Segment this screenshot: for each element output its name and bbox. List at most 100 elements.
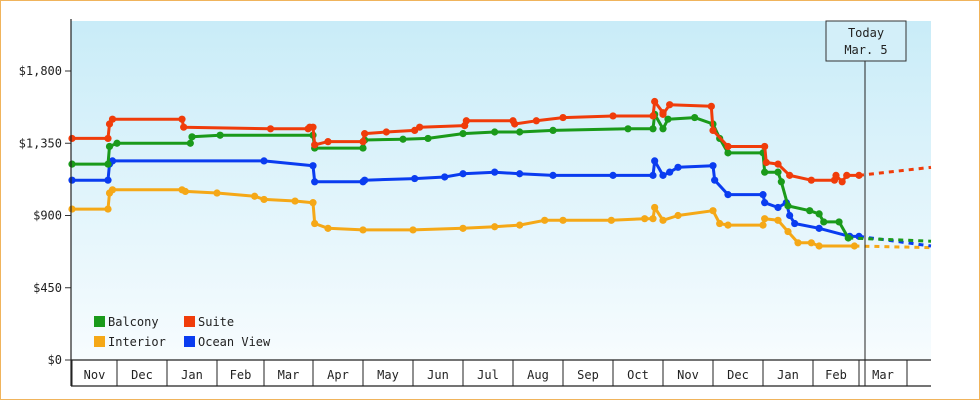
data-point-interior bbox=[709, 207, 717, 215]
x-tick-label: Jan bbox=[181, 368, 203, 382]
data-point-interior bbox=[213, 189, 221, 197]
legend-label-interior: Interior bbox=[108, 335, 166, 349]
legend-swatch-suite bbox=[184, 316, 195, 327]
data-point-suite bbox=[651, 97, 659, 106]
data-point-interior bbox=[68, 205, 76, 213]
data-point-balcony bbox=[624, 125, 632, 133]
data-point-suite bbox=[462, 117, 470, 125]
data-point-ocean-view bbox=[666, 168, 674, 176]
data-point-suite bbox=[180, 123, 188, 131]
data-point-interior bbox=[659, 216, 667, 224]
data-point-ocean-view bbox=[724, 191, 732, 199]
data-point-balcony bbox=[761, 168, 769, 176]
data-point-interior bbox=[181, 187, 189, 196]
data-point-suite bbox=[659, 110, 667, 118]
projection-balcony bbox=[848, 236, 932, 243]
data-point-suite bbox=[774, 160, 782, 168]
data-point-interior bbox=[104, 205, 112, 213]
data-point-suite bbox=[68, 134, 76, 143]
data-point-interior bbox=[108, 186, 117, 194]
data-point-balcony bbox=[664, 115, 672, 123]
data-point-interior bbox=[649, 215, 657, 223]
data-point-suite bbox=[359, 138, 367, 146]
legend-item-balcony: Balcony bbox=[94, 315, 159, 329]
data-point-interior bbox=[459, 224, 467, 232]
data-point-balcony bbox=[649, 125, 657, 133]
data-point-interior bbox=[716, 219, 724, 228]
data-point-ocean-view bbox=[786, 211, 794, 220]
data-point-suite bbox=[309, 123, 317, 131]
data-point-interior bbox=[541, 216, 549, 224]
x-tick-label: Nov bbox=[84, 368, 106, 382]
data-point-interior bbox=[674, 211, 682, 220]
data-point-ocean-view bbox=[361, 176, 369, 184]
data-point-suite bbox=[108, 115, 117, 123]
data-point-balcony bbox=[186, 139, 194, 147]
data-point-interior bbox=[559, 216, 567, 224]
legend-label-ocean-view: Ocean View bbox=[198, 335, 271, 349]
data-point-ocean-view bbox=[674, 163, 682, 171]
data-point-balcony bbox=[399, 135, 407, 143]
y-tick-label: $1,800 bbox=[19, 64, 62, 78]
data-point-suite bbox=[843, 171, 851, 179]
data-point-balcony bbox=[104, 160, 112, 168]
data-point-balcony bbox=[516, 128, 524, 136]
data-point-interior bbox=[516, 221, 524, 229]
data-point-suite bbox=[724, 142, 732, 151]
legend-item-interior: Interior bbox=[94, 335, 166, 349]
data-point-interior bbox=[815, 242, 823, 250]
legend-item-ocean-view: Ocean View bbox=[184, 335, 271, 349]
legend-item-suite: Suite bbox=[184, 315, 234, 329]
x-tick-label: Mar bbox=[278, 368, 300, 382]
data-point-ocean-view bbox=[709, 162, 717, 170]
series-interior bbox=[68, 186, 932, 250]
data-point-ocean-view bbox=[260, 157, 268, 165]
y-tick-label: $1,350 bbox=[19, 136, 62, 150]
data-point-interior bbox=[409, 226, 417, 234]
data-point-ocean-view bbox=[649, 171, 657, 179]
data-point-ocean-view bbox=[651, 157, 659, 165]
data-point-balcony bbox=[784, 202, 792, 210]
data-point-balcony bbox=[777, 178, 785, 186]
data-point-suite bbox=[416, 123, 424, 131]
today-box bbox=[825, 20, 907, 62]
data-point-balcony bbox=[806, 207, 814, 215]
data-point-interior bbox=[251, 192, 259, 200]
series-line-balcony bbox=[72, 112, 850, 239]
data-point-ocean-view bbox=[516, 170, 524, 178]
data-point-suite bbox=[709, 126, 717, 135]
today-date: Mar. 5 bbox=[844, 43, 887, 57]
x-tick-label: Jul bbox=[477, 368, 499, 382]
data-point-ocean-view bbox=[311, 178, 319, 186]
data-point-balcony bbox=[113, 139, 121, 147]
data-point-suite bbox=[532, 117, 540, 125]
data-point-suite bbox=[707, 102, 715, 110]
x-tick-label: Dec bbox=[131, 368, 153, 382]
data-point-ocean-view bbox=[659, 171, 667, 179]
data-point-suite bbox=[311, 141, 319, 149]
data-point-interior bbox=[807, 239, 815, 247]
data-point-balcony bbox=[691, 113, 699, 122]
data-point-balcony bbox=[188, 133, 196, 141]
y-tick-label: $450 bbox=[33, 281, 62, 295]
data-point-balcony bbox=[105, 142, 114, 151]
data-point-ocean-view bbox=[759, 191, 767, 199]
data-point-suite bbox=[511, 120, 519, 128]
data-point-interior bbox=[491, 223, 499, 231]
data-point-suite bbox=[361, 130, 369, 138]
data-point-interior bbox=[607, 216, 615, 224]
legend-label-balcony: Balcony bbox=[108, 315, 159, 329]
data-point-ocean-view bbox=[774, 203, 782, 212]
data-point-ocean-view bbox=[791, 219, 799, 228]
data-point-ocean-view bbox=[815, 224, 823, 232]
x-tick-label: Apr bbox=[327, 368, 349, 382]
data-point-suite bbox=[324, 138, 332, 146]
data-point-interior bbox=[651, 203, 659, 212]
data-point-balcony bbox=[459, 130, 467, 138]
x-tick-label: Nov bbox=[677, 368, 699, 382]
data-point-balcony bbox=[835, 218, 843, 226]
legend-label-suite: Suite bbox=[198, 315, 234, 329]
data-point-ocean-view bbox=[104, 176, 112, 184]
